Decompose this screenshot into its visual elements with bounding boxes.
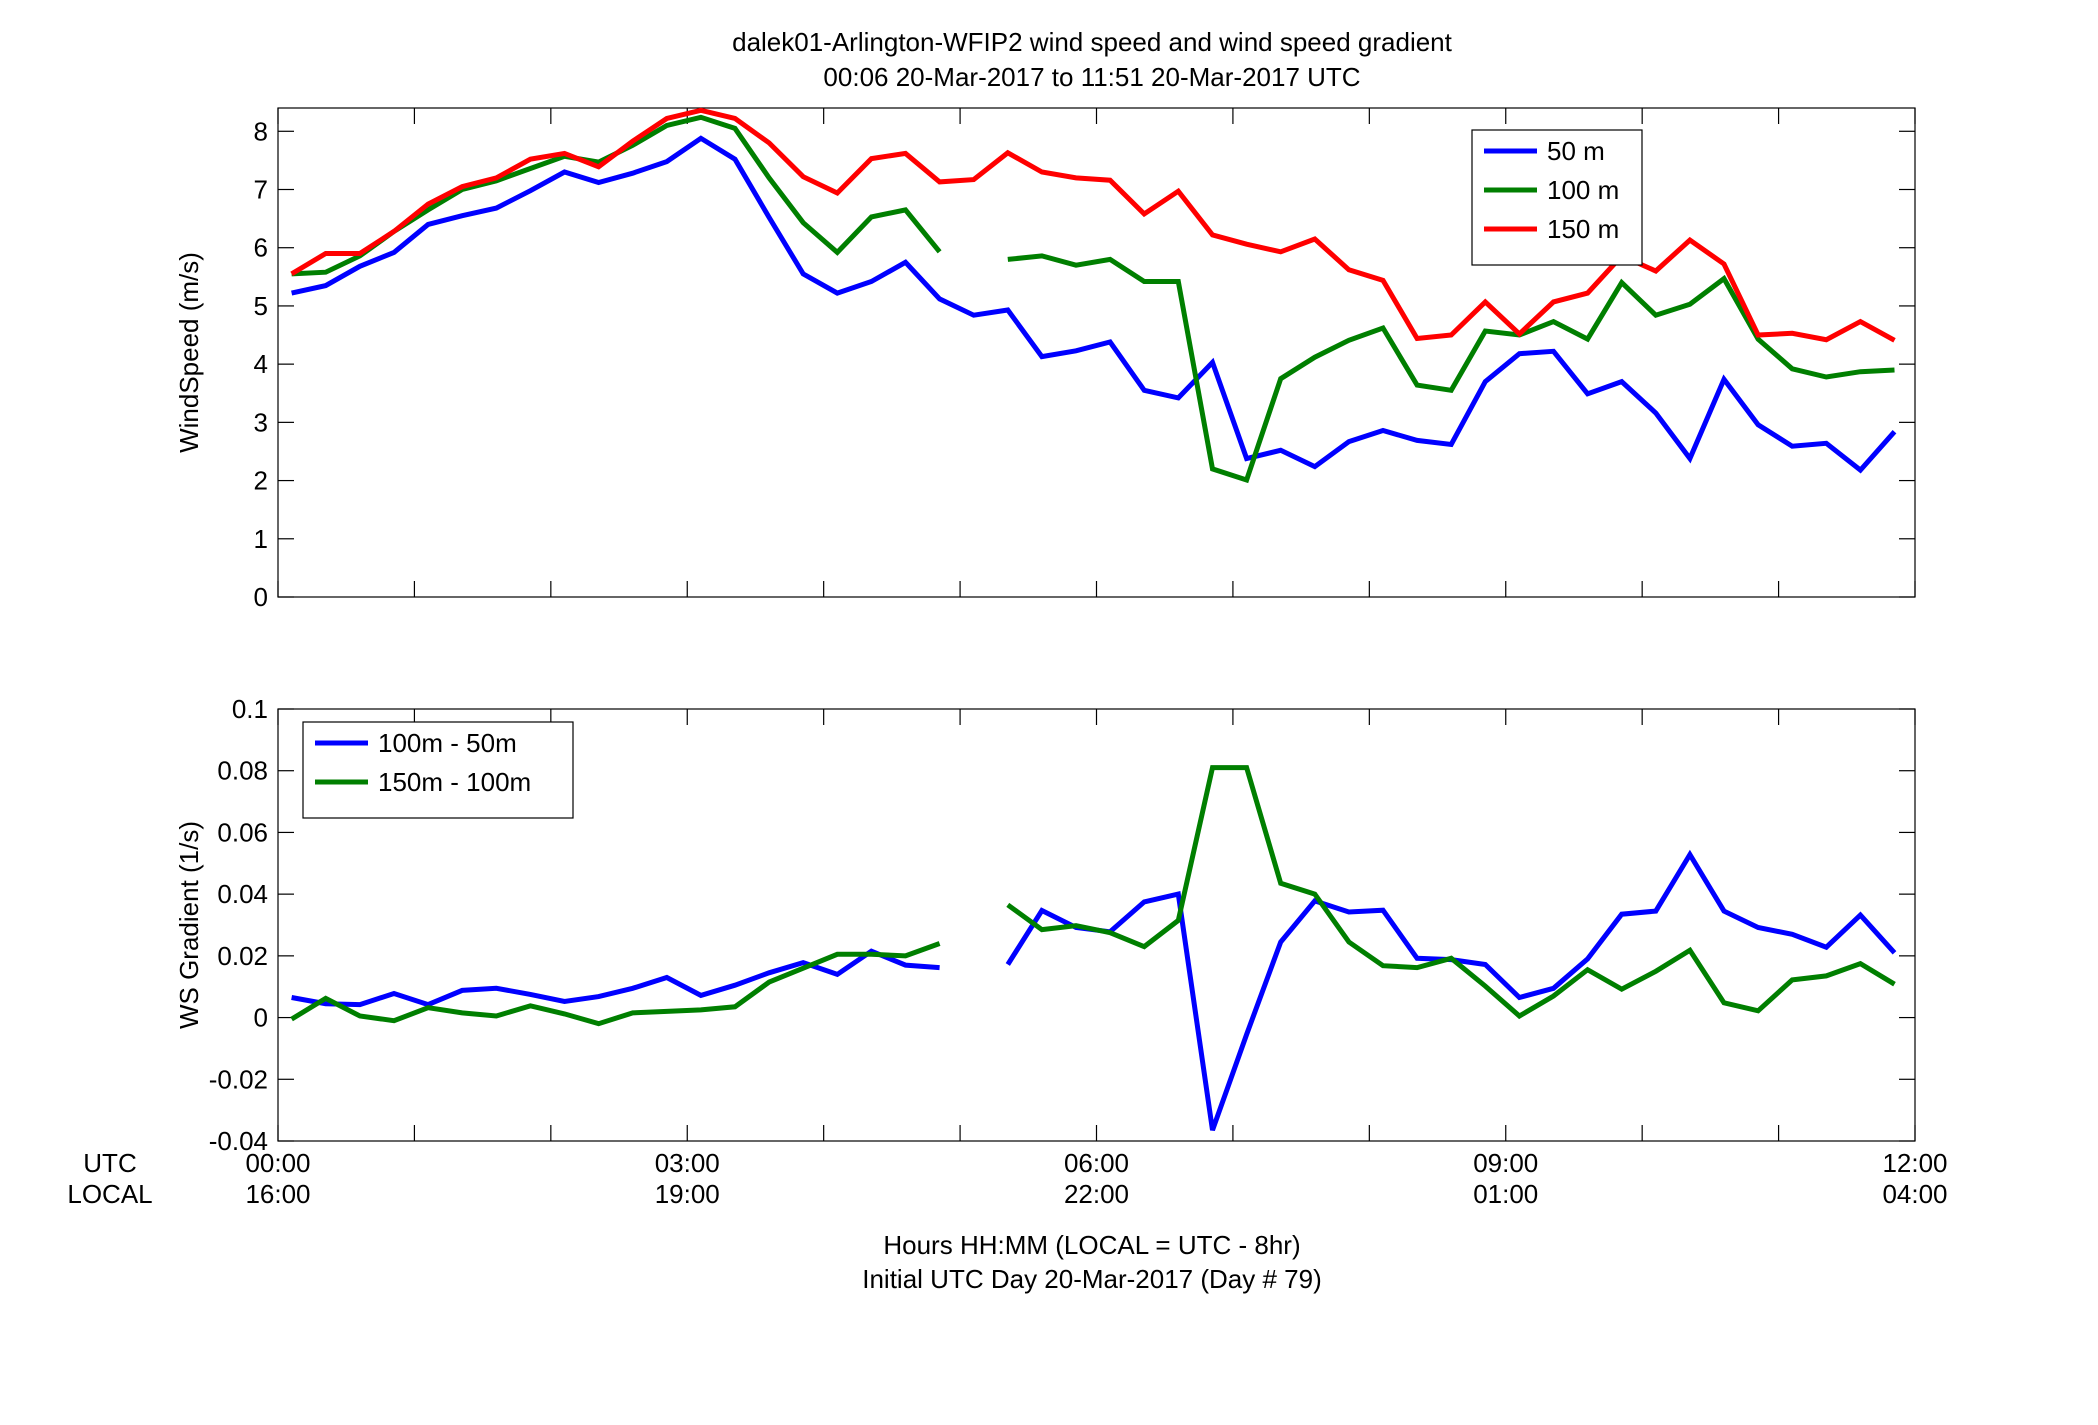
gradient-series-line-150m-100m <box>1006 765 1896 1020</box>
x-tick-label-local: 04:00 <box>1882 1179 1947 1209</box>
windspeed-series-line-50-m <box>291 135 1897 474</box>
windspeed-y-axis-label: WindSpeed (m/s) <box>174 252 204 453</box>
figure-title-line2: 00:06 20-Mar-2017 to 11:51 20-Mar-2017 U… <box>823 62 1360 92</box>
gradient-y-tick-label: -0.02 <box>209 1064 268 1094</box>
x-tick-label-utc: 06:00 <box>1064 1148 1129 1178</box>
windspeed-series-line-100-m <box>1007 253 1895 484</box>
x-tick-label-utc: 12:00 <box>1882 1148 1947 1178</box>
utc-row-label: UTC <box>83 1148 136 1178</box>
x-tick-label-local: 22:00 <box>1064 1179 1129 1209</box>
windspeed-y-tick-label: 2 <box>254 466 268 496</box>
windspeed-y-tick-label: 4 <box>254 349 268 379</box>
figure-title-line1: dalek01-Arlington-WFIP2 wind speed and w… <box>732 27 1453 57</box>
gradient-legend-label: 150m - 100m <box>378 767 531 797</box>
gradient-y-tick-label: 0.1 <box>232 694 268 724</box>
gradient-legend-label: 100m - 50m <box>378 728 517 758</box>
gradient-y-axis-label: WS Gradient (1/s) <box>174 821 204 1029</box>
x-tick-label-utc: 09:00 <box>1473 1148 1538 1178</box>
windspeed-y-tick-label: 1 <box>254 524 268 554</box>
windspeed-y-tick-label: 8 <box>254 116 268 146</box>
windspeed-y-tick-label: 3 <box>254 407 268 437</box>
gradient-y-tick-label: 0.06 <box>217 817 268 847</box>
gradient-legend <box>302 721 574 819</box>
windspeed-y-tick-label: 5 <box>254 291 268 321</box>
windspeed-legend-label: 50 m <box>1547 136 1605 166</box>
windspeed-legend-label: 100 m <box>1547 175 1619 205</box>
windspeed-legend-label: 150 m <box>1547 214 1619 244</box>
gradient-series-line-100m-50m <box>291 948 940 1008</box>
windspeed-axes: 0 1 2 3 4 5 6 7 8 WindSpeed (m/s) 50 m 100 m 150 m <box>174 107 1916 612</box>
windspeed-y-tick-label: 0 <box>254 582 268 612</box>
gradient-y-tick-label: 0.02 <box>217 941 268 971</box>
gradient-y-tick-label: 0 <box>254 1003 268 1033</box>
local-row-label: LOCAL <box>67 1179 152 1209</box>
gradient-y-tick-label: -0.04 <box>209 1126 268 1156</box>
x-tick-label-utc: 00:00 <box>245 1148 310 1178</box>
gradient-series-line-150m-100m <box>290 941 941 1027</box>
windspeed-y-tick-label: 6 <box>254 233 268 263</box>
x-tick-label-local: 16:00 <box>245 1179 310 1209</box>
windspeed-y-tick-label: 7 <box>254 175 268 205</box>
x-tick-label-local: 01:00 <box>1473 1179 1538 1209</box>
x-axis-label-line2: Initial UTC Day 20-Mar-2017 (Day # 79) <box>862 1264 1322 1294</box>
gradient-axes: -0.04 -0.02 0 0.02 0.04 0.06 0.08 0.1 WS Gradien… <box>174 694 1916 1156</box>
gradient-y-tick-label: 0.08 <box>217 756 268 786</box>
x-axis-label-line1: Hours HH:MM (LOCAL = UTC - 8hr) <box>883 1230 1300 1260</box>
gradient-y-tick-label: 0.04 <box>217 879 268 909</box>
x-tick-label-local: 19:00 <box>655 1179 720 1209</box>
x-tick-label-utc: 03:00 <box>655 1148 720 1178</box>
